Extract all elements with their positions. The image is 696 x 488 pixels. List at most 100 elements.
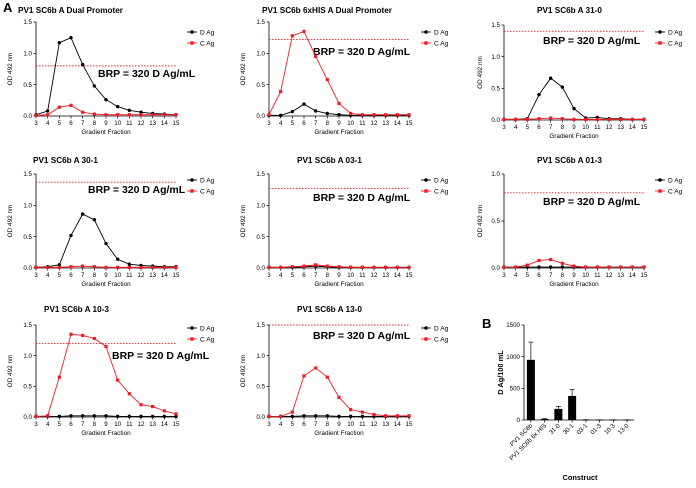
c-ag-point — [395, 265, 399, 269]
y-tick-label: 0.5 — [23, 384, 32, 391]
c-ag-point — [81, 333, 85, 338]
c-ag-line — [269, 367, 409, 417]
y-tick-label: 1.0 — [23, 353, 32, 360]
c-ag-point — [325, 264, 329, 268]
y-axis-label: OD 492 nm — [477, 205, 484, 238]
d-ag-point — [104, 414, 108, 418]
x-tick-label: 4 — [46, 421, 50, 428]
d-ag-point — [278, 113, 283, 118]
x-tick-label: 9 — [337, 421, 341, 428]
x-tick-label: 14 — [394, 272, 401, 279]
c-ag-point — [116, 113, 120, 117]
c-ag-point — [560, 117, 564, 121]
x-tick-label: 5 — [58, 421, 62, 428]
c-ag-point — [57, 375, 61, 379]
legend-marker-d-ag — [424, 178, 428, 182]
x-tick-label: 13 — [382, 421, 389, 428]
x-axis-label: Gradient Fraction — [314, 129, 364, 136]
chart-title: PV1 SC6b A 30-1 — [33, 156, 98, 165]
chart-title: PV1 SC6b A Dual Promoter — [18, 6, 124, 15]
d-ag-point — [572, 106, 576, 111]
x-tick-label: 5 — [291, 272, 295, 279]
y-tick-label: 1.0 — [491, 54, 500, 61]
c-ag-point — [290, 34, 294, 38]
c-ag-point — [537, 258, 541, 263]
x-tick-label: 5 — [58, 120, 62, 127]
c-ag-point — [46, 265, 50, 269]
c-ag-point — [92, 265, 96, 269]
d-ag-point — [174, 414, 178, 419]
brp-label: BRP = 320 D Ag/mL — [98, 68, 196, 80]
line-chart-panel: PV1 SC6b A 03-1 0.0 0.5 1.0 1.5 3 4 5 6 7 8 9 10 11 12… — [240, 156, 449, 288]
c-ag-point — [81, 264, 85, 268]
x-tick-label: 11 — [126, 120, 133, 127]
y-tick-label: 0.5 — [23, 82, 32, 89]
x-tick-label: 9 — [104, 421, 108, 428]
x-tick-label: 10-3 — [603, 422, 617, 436]
x-tick-label: 10 — [582, 124, 589, 131]
c-ag-point — [349, 265, 353, 269]
c-ag-point — [69, 103, 73, 107]
d-ag-point — [537, 92, 541, 97]
c-ag-point — [372, 412, 376, 417]
d-ag-point — [45, 109, 50, 113]
y-axis-label: OD 492 nm — [240, 53, 247, 86]
d-ag-point — [69, 35, 73, 40]
y-axis-label: OD 492 nm — [240, 205, 247, 238]
y-tick-label: 0.0 — [491, 265, 500, 272]
x-tick-label: 11 — [126, 272, 133, 279]
x-tick-label: 13 — [149, 421, 156, 428]
brp-label: BRP = 320 D Ag/mL — [313, 192, 411, 204]
line-chart-panel: PV1 SC6b A 01-3 0.0 0.5 1.0 3 4 5 6 7 8 9 10 11 12 13 1… — [477, 156, 683, 288]
x-tick-label: 12 — [371, 272, 378, 279]
legend-marker-c-ag — [658, 189, 662, 193]
legend-marker-c-ag — [658, 41, 662, 45]
legend-marker-d-ag — [190, 326, 194, 330]
c-ag-point — [151, 113, 155, 117]
x-tick-label: 10 — [114, 421, 121, 428]
c-ag-point — [34, 414, 38, 418]
c-ag-point — [174, 265, 178, 269]
x-tick-label: 12 — [371, 421, 378, 428]
x-tick-label: 11 — [359, 421, 366, 428]
x-tick-label: 15 — [173, 272, 180, 279]
x-tick-label: 9 — [572, 272, 576, 279]
d-ag-point — [139, 414, 143, 419]
x-tick-label: 3 — [267, 120, 271, 127]
x-tick-label: 6 — [69, 120, 73, 127]
c-ag-point — [116, 265, 120, 269]
y-axis-label: OD 492 nm — [7, 205, 14, 238]
x-tick-label: 7 — [81, 120, 85, 127]
x-tick-label: 9 — [337, 272, 341, 279]
d-ag-point — [290, 414, 295, 419]
legend-label-d-ag: D Ag — [668, 177, 683, 184]
legend-label-c-ag: C Ag — [434, 188, 449, 195]
x-tick-label: 10 — [347, 120, 354, 127]
d-ag-point — [104, 241, 108, 246]
c-ag-point — [314, 366, 318, 370]
d-ag-point — [325, 111, 330, 116]
c-ag-point — [407, 113, 411, 117]
x-tick-label: 5 — [291, 421, 295, 428]
d-ag-point — [92, 84, 97, 88]
x-tick-label: 13 — [617, 272, 624, 279]
legend-label-d-ag: D Ag — [434, 29, 449, 36]
y-tick-label: 0.5 — [491, 218, 500, 225]
c-ag-point — [174, 113, 178, 117]
c-ag-point — [337, 265, 341, 269]
x-tick-label: 11 — [594, 272, 601, 279]
c-ag-point — [607, 265, 611, 269]
chart-title: PV1 SC6b A 31-0 — [537, 6, 602, 15]
c-ag-point — [314, 54, 318, 59]
x-tick-label: 14 — [161, 421, 168, 428]
y-tick-label: 500 — [510, 386, 521, 393]
line-chart-panel: PV1 SC6b A 30-1 0.0 0.5 1.0 1.5 3 4 5 6 7 8 9 10 11 12… — [7, 156, 215, 288]
x-tick-label: 5 — [526, 272, 530, 279]
x-tick-label: 3 — [34, 421, 38, 428]
c-ag-point — [384, 414, 388, 418]
d-ag-point — [302, 102, 306, 106]
x-tick-label: 8 — [326, 120, 330, 127]
c-ag-point — [572, 117, 576, 121]
c-ag-point — [279, 89, 283, 94]
brp-label: BRP = 320 D Ag/mL — [112, 350, 210, 362]
